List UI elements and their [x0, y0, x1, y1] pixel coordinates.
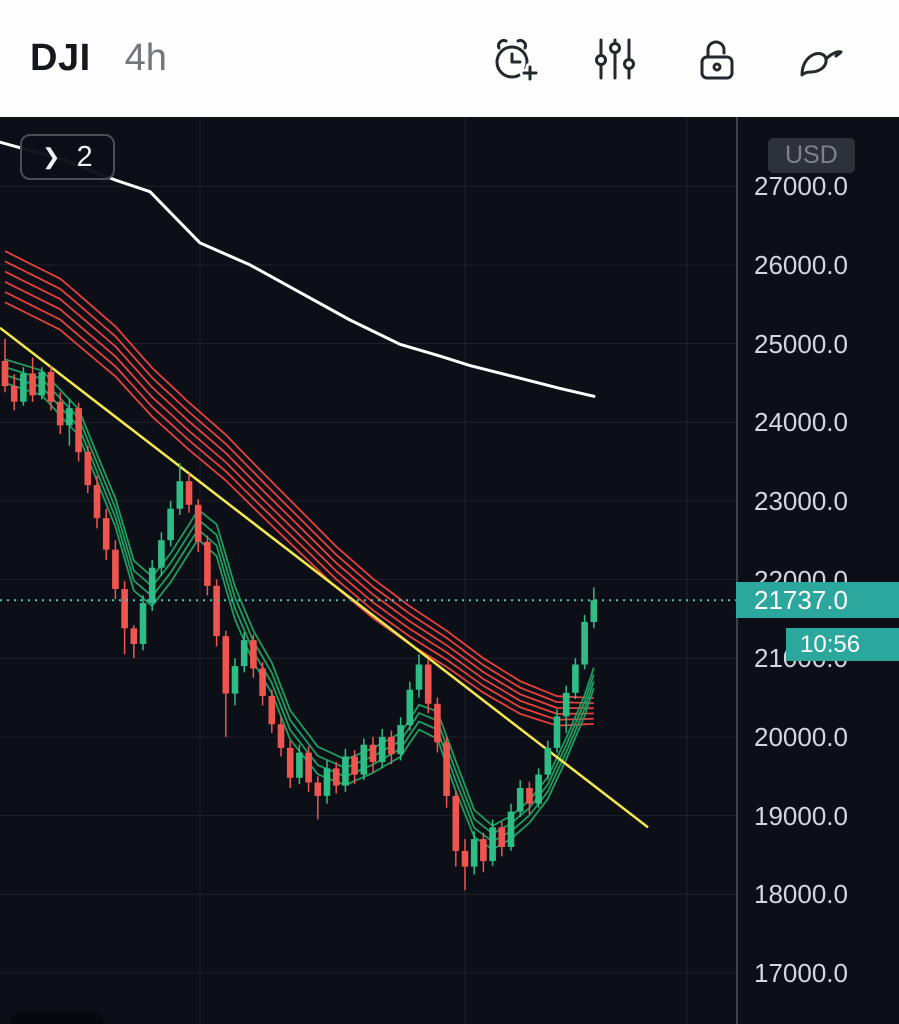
trendline — [0, 326, 649, 829]
draw-button[interactable] — [793, 33, 845, 85]
last-price-badge: 21737.0 — [736, 582, 899, 618]
lock-icon — [700, 40, 734, 79]
timeframe-button[interactable]: 4h — [124, 37, 167, 79]
candles — [1, 338, 598, 891]
lock-button[interactable] — [691, 33, 743, 85]
price-axis[interactable]: USD 27000.0 26000.0 25000.0 24000.0 23000.0 2… — [736, 117, 899, 1024]
price-axis-label: 23000.0 — [754, 486, 848, 516]
currency-badge[interactable]: USD — [768, 138, 855, 173]
legend-indicator-count: 2 — [76, 140, 93, 173]
draw-icon — [800, 49, 843, 76]
price-axis-label: 27000.0 — [754, 171, 848, 201]
price-axis-label: 19000.0 — [754, 801, 848, 831]
grid-lines — [0, 117, 736, 1024]
price-axis-label: 25000.0 — [754, 329, 848, 359]
symbol-title[interactable]: DJI — [30, 37, 91, 79]
price-axis-border — [736, 117, 738, 1024]
legend-toggle-button[interactable]: ❯ 2 — [20, 134, 115, 180]
price-axis-label: 20000.0 — [754, 722, 848, 752]
ema-ribbon-red — [4, 250, 594, 727]
comparison-line — [0, 140, 596, 398]
alarm-add-icon — [495, 38, 539, 83]
chart-area[interactable]: ❯ 2 USD 27000.0 26000.0 25000.0 24000.0 2300… — [0, 117, 899, 1024]
price-axis-label: 26000.0 — [754, 250, 848, 280]
indicator-settings-button[interactable] — [589, 33, 641, 85]
bottom-left-pill[interactable] — [10, 1013, 104, 1024]
price-axis-label: 17000.0 — [754, 958, 848, 988]
alert-button[interactable] — [487, 33, 539, 85]
price-axis-label: 24000.0 — [754, 407, 848, 437]
price-axis-label: 18000.0 — [754, 879, 848, 909]
toolbar: DJI 4h — [0, 0, 899, 117]
candlestick-chart[interactable] — [0, 117, 899, 1024]
bar-countdown-badge: 10:56 — [786, 628, 899, 661]
toolbar-actions — [487, 33, 845, 85]
sliders-icon — [595, 38, 635, 79]
chevron-right-icon: ❯ — [42, 144, 61, 169]
